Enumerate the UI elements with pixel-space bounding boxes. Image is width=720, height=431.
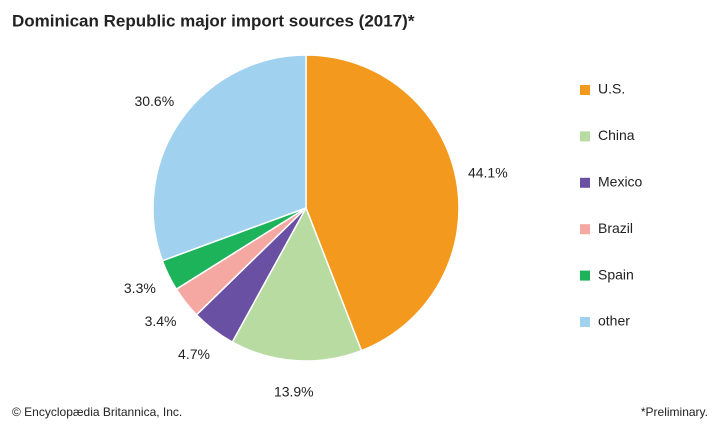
legend-swatch [580,85,590,95]
data-label: 4.7% [178,346,210,362]
pie-slice [152,54,307,262]
data-label: 44.1% [468,165,508,181]
legend-label: other [598,313,630,329]
data-label: 13.9% [274,383,314,399]
legend-swatch [580,270,590,281]
legend-label: China [598,127,635,143]
note: *Preliminary. [641,405,708,419]
data-label: 30.6% [134,93,174,109]
pie-slice [305,54,460,352]
legend-swatch [580,224,590,235]
chart-title: Dominican Republic major import sources … [12,11,415,30]
legend-label: Spain [598,266,634,282]
pie-slice [231,206,363,362]
source: © Encyclopædia Britannica, Inc. [12,405,182,419]
legend-swatch [580,177,590,188]
legend-swatch [580,131,590,142]
legend-label: Brazil [598,220,633,236]
legend-label: U.S. [598,81,625,97]
legend-swatch [580,317,590,327]
data-label: 3.3% [124,280,156,296]
legend-label: Mexico [598,174,643,190]
data-label: 3.4% [145,313,177,329]
